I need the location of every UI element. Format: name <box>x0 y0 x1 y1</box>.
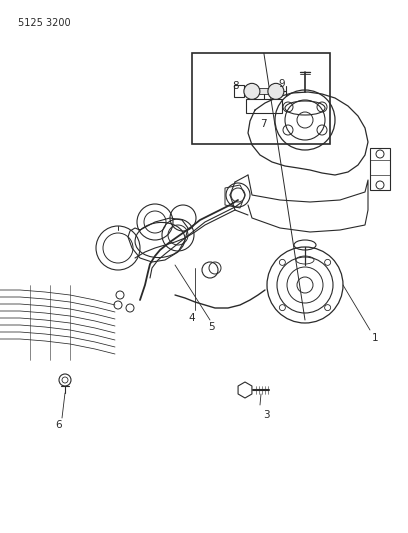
Text: 5125 3200: 5125 3200 <box>18 18 71 28</box>
Bar <box>192 53 330 144</box>
Text: 6: 6 <box>55 420 62 430</box>
Text: 7: 7 <box>260 118 266 128</box>
Circle shape <box>268 83 284 99</box>
Circle shape <box>202 262 218 278</box>
Text: 8: 8 <box>232 82 239 91</box>
Text: 1: 1 <box>372 333 379 343</box>
Text: 3: 3 <box>263 410 270 420</box>
Polygon shape <box>252 88 276 94</box>
Circle shape <box>244 83 260 99</box>
Circle shape <box>267 247 343 323</box>
Text: 5: 5 <box>208 322 215 332</box>
Text: 4: 4 <box>188 313 195 323</box>
Text: 9: 9 <box>278 79 284 90</box>
